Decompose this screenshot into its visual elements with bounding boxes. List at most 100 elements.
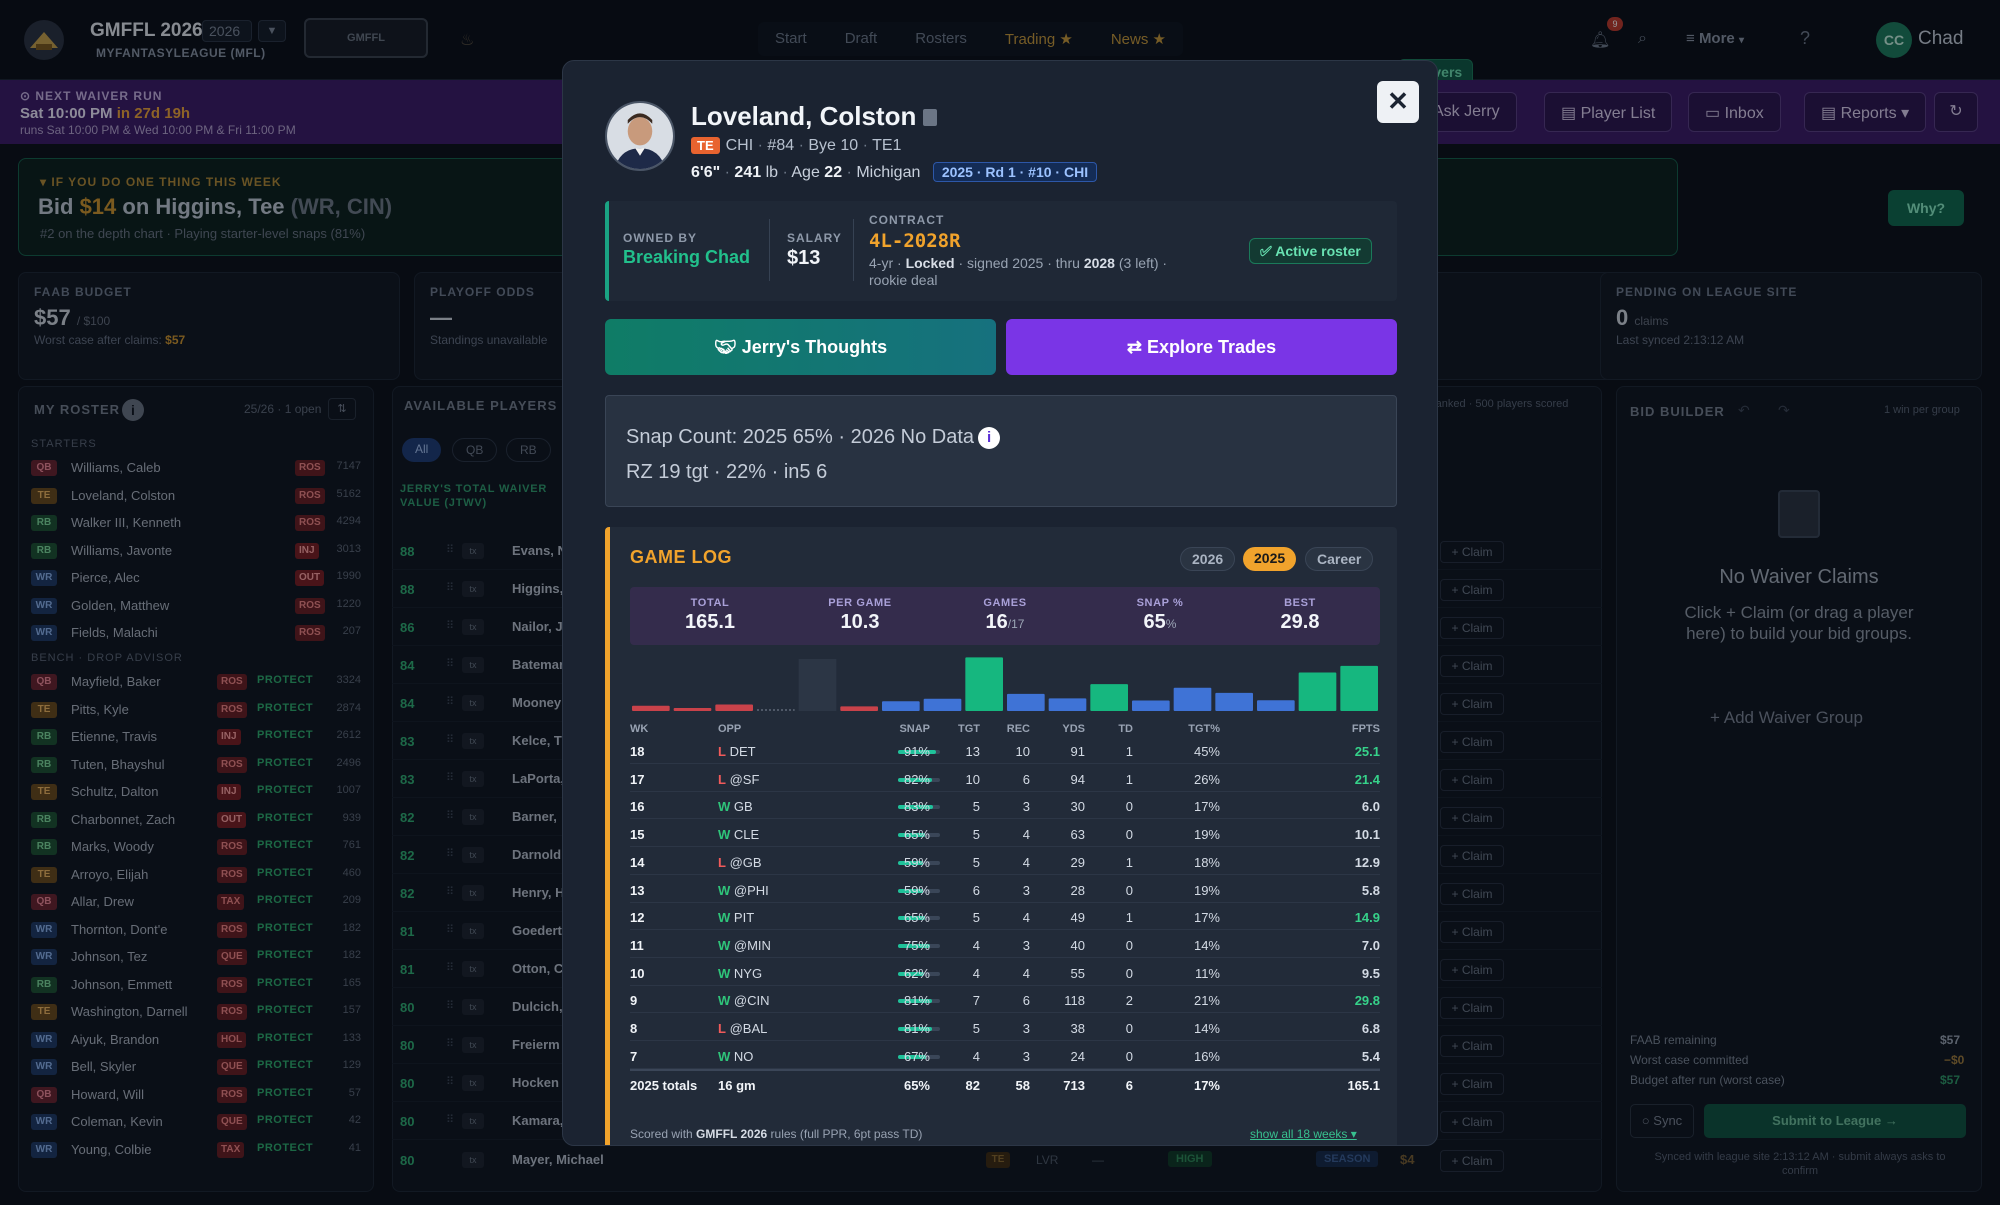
player-name[interactable]: Thornton, Dont'e: [71, 921, 168, 937]
roster-row[interactable]: TE Pitts, Kyle ROS PROTECT 2874: [31, 697, 361, 723]
player-name[interactable]: Williams, Javonte: [71, 542, 173, 558]
search-icon[interactable]: ⌕: [1638, 30, 1647, 47]
league-logo-icon[interactable]: [22, 18, 66, 62]
protect-badge[interactable]: PROTECT: [257, 894, 314, 906]
player-name[interactable]: Mayer, Michael: [512, 1152, 604, 1167]
chart-bar-week-2[interactable]: [673, 708, 712, 711]
claim-button[interactable]: + Claim: [1440, 1073, 1504, 1095]
drag-handle-icon[interactable]: ⠿: [446, 810, 455, 822]
season-tab-2026[interactable]: 2026: [1180, 547, 1236, 571]
player-name[interactable]: Coleman, Kevin: [71, 1114, 163, 1129]
chart-bar-week-1[interactable]: [632, 705, 670, 711]
drag-handle-icon[interactable]: ⠿: [446, 620, 455, 632]
chart-bar-week-17[interactable]: [1298, 672, 1337, 711]
chart-bar-week-6[interactable]: [840, 706, 878, 711]
sync-button[interactable]: ○ Sync: [1630, 1104, 1694, 1138]
claim-button[interactable]: + Claim: [1440, 997, 1504, 1019]
player-name[interactable]: Mooney: [512, 695, 562, 710]
protect-badge[interactable]: PROTECT: [257, 949, 314, 961]
info-icon[interactable]: i: [978, 426, 1001, 449]
player-name[interactable]: Darnold: [512, 847, 562, 862]
player-list-button[interactable]: ▤ Player List: [1544, 92, 1673, 132]
inbox-button[interactable]: ▭ Inbox: [1688, 92, 1781, 132]
protect-badge[interactable]: PROTECT: [257, 784, 314, 796]
player-name[interactable]: Schultz, Dalton: [71, 784, 159, 799]
claim-button[interactable]: + Claim: [1440, 959, 1504, 981]
roster-row[interactable]: TE Loveland, Colston ROS 5162: [31, 483, 361, 509]
tab-rosters[interactable]: Rosters: [915, 30, 967, 47]
claim-button[interactable]: + Claim: [1440, 579, 1504, 601]
drag-handle-icon[interactable]: ⠿: [446, 848, 455, 860]
roster-row[interactable]: RB Marks, Woody ROS PROTECT 761: [31, 834, 361, 860]
roster-row[interactable]: WR Thornton, Dont'e ROS PROTECT 182: [31, 917, 361, 943]
help-icon[interactable]: ?: [1800, 28, 1811, 48]
protect-badge[interactable]: PROTECT: [257, 1086, 314, 1099]
player-name[interactable]: Otton, C: [512, 961, 564, 976]
player-name[interactable]: Pierce, Alec: [71, 570, 140, 585]
filter-all[interactable]: All: [402, 438, 442, 462]
roster-row[interactable]: TE Schultz, Dalton INJ PROTECT 1007: [31, 779, 361, 805]
chart-bar-week-16[interactable]: [1257, 700, 1295, 711]
roster-row[interactable]: QB Howard, Will ROS PROTECT 57: [31, 1082, 361, 1108]
roster-row[interactable]: RB Williams, Javonte INJ 3013: [31, 538, 361, 564]
drag-handle-icon[interactable]: ⠿: [446, 1076, 455, 1088]
add-waiver-group-button[interactable]: + Add Waiver Group: [1710, 708, 1863, 728]
drag-handle-icon[interactable]: ⠿: [446, 1000, 455, 1012]
refresh-button[interactable]: ↻: [1934, 92, 1978, 132]
close-button[interactable]: ✕: [1377, 81, 1419, 123]
owner-name[interactable]: Breaking Chad: [623, 247, 751, 267]
season-tab-career[interactable]: Career: [1305, 547, 1374, 571]
protect-badge[interactable]: PROTECT: [257, 1004, 314, 1016]
claim-button[interactable]: + Claim: [1440, 845, 1504, 867]
redo-icon[interactable]: ↷: [1778, 402, 1790, 418]
player-name[interactable]: Williams, Caleb: [71, 460, 161, 475]
roster-row[interactable]: WR Young, Colbie TAX PROTECT 41: [31, 1137, 361, 1163]
why-button[interactable]: Why?: [1888, 190, 1964, 226]
year-select[interactable]: 2026: [202, 20, 252, 42]
player-name[interactable]: Dulcich,: [512, 999, 563, 1014]
player-name[interactable]: Evans, N: [512, 543, 567, 558]
player-name[interactable]: Loveland, Colston: [71, 487, 176, 503]
player-name[interactable]: Howard, Will: [71, 1086, 144, 1102]
tab-draft[interactable]: Draft: [844, 30, 878, 47]
drag-handle-icon[interactable]: ⠿: [446, 886, 455, 898]
roster-row[interactable]: QB Mayfield, Baker ROS PROTECT 3324: [31, 669, 361, 695]
table-row[interactable]: 80 tx Mayer, Michael TE LVR — HIGH SEASO…: [392, 1141, 1602, 1179]
drag-handle-icon[interactable]: ⠿: [446, 658, 455, 670]
player-name[interactable]: Fields, Malachi: [71, 625, 158, 640]
user-name[interactable]: Chad: [1918, 28, 1964, 49]
player-name[interactable]: Johnson, Emmett: [71, 976, 173, 992]
drag-handle-icon[interactable]: ⠿: [446, 582, 455, 594]
claim-button[interactable]: + Claim: [1440, 883, 1504, 905]
protect-badge[interactable]: PROTECT: [257, 729, 314, 741]
player-name[interactable]: Bell, Skyler: [71, 1059, 137, 1074]
roster-row[interactable]: WR Aiyuk, Brandon HOL PROTECT 133: [31, 1027, 361, 1053]
chart-bar-week-14[interactable]: [1173, 687, 1212, 711]
drag-handle-icon[interactable]: ⠿: [446, 772, 455, 784]
player-name[interactable]: Kamara,: [512, 1113, 564, 1128]
player-name[interactable]: Charbonnet, Zach: [71, 811, 176, 827]
protect-badge[interactable]: PROTECT: [257, 701, 314, 714]
player-name[interactable]: Freierm: [512, 1037, 560, 1052]
protect-badge[interactable]: PROTECT: [257, 1031, 314, 1044]
claim-button[interactable]: + Claim: [1440, 655, 1504, 677]
filter-rb[interactable]: RB: [506, 438, 551, 462]
chart-bar-week-9[interactable]: [965, 657, 1003, 711]
chart-bar-week-11[interactable]: [1048, 698, 1087, 711]
claim-button[interactable]: + Claim: [1440, 693, 1504, 715]
jtwv-header[interactable]: JERRY'S TOTAL WAIVER VALUE (JTWV): [400, 483, 548, 509]
player-name[interactable]: Nailor, J: [512, 619, 563, 634]
roster-row[interactable]: QB Williams, Caleb ROS 7147: [31, 455, 361, 481]
roster-row[interactable]: WR Golden, Matthew ROS 1220: [31, 593, 361, 619]
tab-start[interactable]: Start: [775, 30, 807, 47]
chart-bar-week-18[interactable]: [1340, 665, 1378, 711]
claim-button[interactable]: + Claim: [1440, 807, 1504, 829]
more-menu[interactable]: ≡ More ▾: [1686, 30, 1744, 47]
player-name[interactable]: Pitts, Kyle: [71, 701, 129, 717]
filter-qb[interactable]: QB: [452, 438, 498, 462]
player-name[interactable]: LaPorta,: [512, 771, 565, 786]
protect-badge[interactable]: PROTECT: [257, 1141, 314, 1154]
drag-handle-icon[interactable]: ⠿: [446, 544, 455, 556]
drag-handle-icon[interactable]: ⠿: [446, 924, 455, 936]
roster-row[interactable]: WR Pierce, Alec OUT 1990: [31, 565, 361, 591]
